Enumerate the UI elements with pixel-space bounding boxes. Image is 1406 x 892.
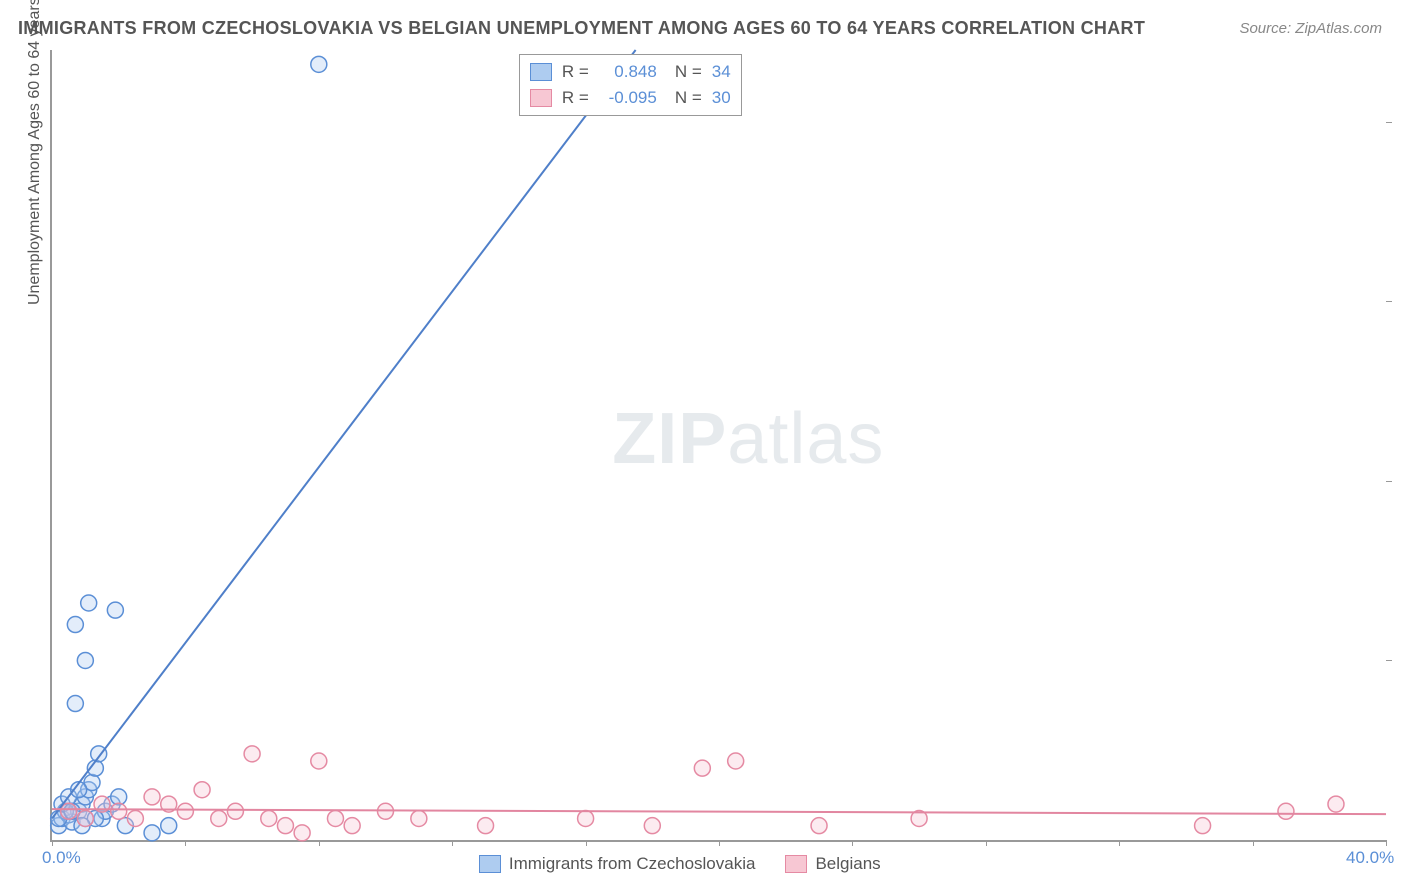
data-point: [1195, 818, 1211, 834]
x-tick: [452, 840, 453, 846]
series-legend-item: Immigrants from Czechoslovakia: [479, 854, 756, 874]
legend-swatch: [530, 63, 552, 81]
trend-line: [52, 50, 636, 818]
data-point: [194, 782, 210, 798]
data-point: [111, 803, 127, 819]
legend-n-label: N =: [675, 88, 702, 108]
data-point: [728, 753, 744, 769]
x-tick-label: 0.0%: [42, 848, 81, 868]
x-tick: [52, 840, 53, 846]
legend-r-label: R =: [562, 88, 589, 108]
x-tick-label: 40.0%: [1346, 848, 1394, 868]
series-legend-label: Immigrants from Czechoslovakia: [509, 854, 756, 874]
data-point: [244, 746, 260, 762]
plot-area: Unemployment Among Ages 60 to 64 years Z…: [50, 50, 1386, 842]
data-point: [327, 810, 343, 826]
x-tick: [1119, 840, 1120, 846]
x-tick: [719, 840, 720, 846]
source-attribution: Source: ZipAtlas.com: [1239, 20, 1382, 37]
legend-r-value: 0.848: [595, 62, 657, 82]
x-tick: [852, 840, 853, 846]
x-tick: [986, 840, 987, 846]
data-point: [294, 825, 310, 841]
correlation-legend: R = 0.848 N = 34 R = -0.095 N = 30: [519, 54, 742, 116]
trend-line: [52, 809, 1386, 814]
y-tick: [1386, 301, 1392, 302]
data-point: [344, 818, 360, 834]
x-tick: [1253, 840, 1254, 846]
data-point: [111, 789, 127, 805]
legend-n-value: 30: [712, 88, 731, 108]
legend-row: R = -0.095 N = 30: [530, 85, 731, 111]
data-point: [811, 818, 827, 834]
data-point: [694, 760, 710, 776]
y-tick: [1386, 122, 1392, 123]
data-point: [144, 825, 160, 841]
data-point: [644, 818, 660, 834]
x-tick: [586, 840, 587, 846]
data-point: [261, 810, 277, 826]
data-point: [478, 818, 494, 834]
data-point: [578, 810, 594, 826]
legend-swatch: [530, 89, 552, 107]
x-tick: [185, 840, 186, 846]
legend-swatch: [479, 855, 501, 873]
y-axis-label: Unemployment Among Ages 60 to 64 years: [26, 0, 44, 305]
legend-n-label: N =: [675, 62, 702, 82]
y-tick: [1386, 660, 1392, 661]
data-point: [311, 753, 327, 769]
data-point: [81, 595, 97, 611]
data-point: [1278, 803, 1294, 819]
legend-row: R = 0.848 N = 34: [530, 59, 731, 85]
legend-swatch: [785, 855, 807, 873]
chart-svg: [52, 50, 1386, 840]
data-point: [277, 818, 293, 834]
series-legend: Immigrants from Czechoslovakia Belgians: [479, 854, 881, 874]
legend-r-label: R =: [562, 62, 589, 82]
series-legend-label: Belgians: [815, 854, 880, 874]
data-point: [211, 810, 227, 826]
data-point: [227, 803, 243, 819]
data-point: [77, 652, 93, 668]
data-point: [177, 803, 193, 819]
x-tick: [1386, 840, 1387, 846]
data-point: [77, 810, 93, 826]
data-point: [144, 789, 160, 805]
legend-n-value: 34: [712, 62, 731, 82]
data-point: [161, 818, 177, 834]
chart-title: IMMIGRANTS FROM CZECHOSLOVAKIA VS BELGIA…: [18, 18, 1145, 39]
legend-r-value: -0.095: [595, 88, 657, 108]
data-point: [67, 696, 83, 712]
x-tick: [319, 840, 320, 846]
data-point: [107, 602, 123, 618]
data-point: [61, 803, 77, 819]
series-legend-item: Belgians: [785, 854, 880, 874]
data-point: [311, 56, 327, 72]
data-point: [67, 617, 83, 633]
y-tick: [1386, 481, 1392, 482]
data-point: [411, 810, 427, 826]
data-point: [127, 810, 143, 826]
data-point: [1328, 796, 1344, 812]
